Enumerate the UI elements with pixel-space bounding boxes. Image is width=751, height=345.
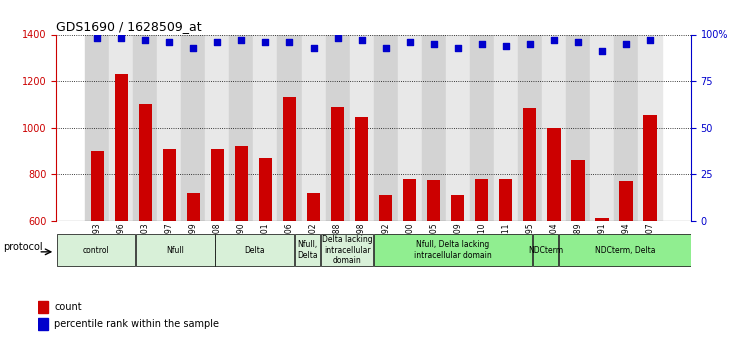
Text: control: control bbox=[83, 246, 110, 255]
Bar bbox=[451, 195, 464, 345]
Point bbox=[355, 37, 367, 43]
Bar bbox=[518, 34, 542, 221]
Text: Nfull: Nfull bbox=[167, 246, 184, 255]
Point bbox=[548, 37, 560, 43]
Bar bbox=[614, 34, 638, 221]
Bar bbox=[139, 104, 152, 345]
Point bbox=[283, 39, 295, 45]
Bar bbox=[355, 117, 368, 345]
Bar bbox=[321, 234, 373, 266]
Bar bbox=[638, 34, 662, 221]
Point bbox=[596, 49, 608, 54]
Point bbox=[452, 45, 464, 50]
Text: NDCterm: NDCterm bbox=[528, 246, 563, 255]
Bar bbox=[301, 34, 325, 221]
Point bbox=[404, 39, 416, 45]
Bar bbox=[211, 149, 224, 345]
Bar bbox=[235, 146, 248, 345]
Point bbox=[500, 43, 512, 48]
Bar bbox=[470, 34, 494, 221]
Bar bbox=[379, 195, 392, 345]
Bar bbox=[325, 34, 349, 221]
Bar bbox=[91, 151, 104, 345]
Bar bbox=[331, 107, 344, 345]
Bar bbox=[547, 128, 560, 345]
Bar bbox=[277, 34, 301, 221]
Bar bbox=[590, 34, 614, 221]
Bar bbox=[56, 234, 135, 266]
Text: percentile rank within the sample: percentile rank within the sample bbox=[55, 319, 219, 329]
Bar bbox=[259, 158, 272, 345]
Bar bbox=[216, 234, 294, 266]
Bar bbox=[294, 234, 321, 266]
Bar bbox=[374, 234, 532, 266]
Bar bbox=[205, 34, 229, 221]
Point bbox=[139, 37, 151, 43]
Text: Delta: Delta bbox=[244, 246, 265, 255]
Bar bbox=[523, 108, 536, 345]
Text: protocol: protocol bbox=[3, 242, 43, 252]
Bar bbox=[253, 34, 277, 221]
Text: count: count bbox=[55, 302, 82, 312]
Text: Delta lacking
intracellular
domain: Delta lacking intracellular domain bbox=[322, 235, 372, 265]
Point bbox=[91, 36, 103, 41]
Point bbox=[163, 39, 175, 45]
Point bbox=[476, 41, 488, 47]
Bar bbox=[38, 301, 48, 313]
Bar bbox=[398, 34, 422, 221]
Bar bbox=[596, 218, 608, 345]
Point bbox=[115, 36, 127, 41]
Bar bbox=[283, 97, 296, 345]
Bar bbox=[163, 149, 176, 345]
Text: Nfull, Delta lacking
intracellular domain: Nfull, Delta lacking intracellular domai… bbox=[414, 240, 492, 260]
Text: NDCterm, Delta: NDCterm, Delta bbox=[595, 246, 655, 255]
Bar bbox=[115, 74, 128, 345]
Bar bbox=[38, 318, 48, 330]
Bar bbox=[572, 160, 584, 345]
Bar bbox=[109, 34, 133, 221]
Point bbox=[331, 36, 343, 41]
Point bbox=[428, 41, 440, 47]
Bar bbox=[157, 34, 181, 221]
Bar bbox=[136, 234, 215, 266]
Bar bbox=[620, 181, 632, 345]
Bar bbox=[542, 34, 566, 221]
Point bbox=[211, 39, 223, 45]
Bar bbox=[373, 34, 398, 221]
Bar bbox=[85, 34, 109, 221]
Bar bbox=[427, 180, 440, 345]
Bar bbox=[475, 179, 488, 345]
Point bbox=[380, 45, 392, 50]
Point bbox=[235, 37, 247, 43]
Bar bbox=[559, 234, 691, 266]
Text: GDS1690 / 1628509_at: GDS1690 / 1628509_at bbox=[56, 20, 202, 33]
Bar bbox=[187, 193, 200, 345]
Bar bbox=[229, 34, 253, 221]
Bar bbox=[644, 115, 656, 345]
Point bbox=[307, 45, 319, 50]
Bar bbox=[307, 193, 320, 345]
Bar bbox=[181, 34, 205, 221]
Bar bbox=[349, 34, 373, 221]
Point bbox=[259, 39, 271, 45]
Bar bbox=[532, 234, 559, 266]
Point bbox=[644, 37, 656, 43]
Bar bbox=[133, 34, 157, 221]
Text: Nfull,
Delta: Nfull, Delta bbox=[297, 240, 318, 260]
Bar bbox=[499, 179, 512, 345]
Point bbox=[572, 39, 584, 45]
Bar bbox=[422, 34, 446, 221]
Bar bbox=[566, 34, 590, 221]
Bar bbox=[494, 34, 518, 221]
Bar bbox=[403, 179, 416, 345]
Point bbox=[524, 41, 536, 47]
Point bbox=[187, 45, 199, 50]
Point bbox=[620, 41, 632, 47]
Bar bbox=[446, 34, 470, 221]
